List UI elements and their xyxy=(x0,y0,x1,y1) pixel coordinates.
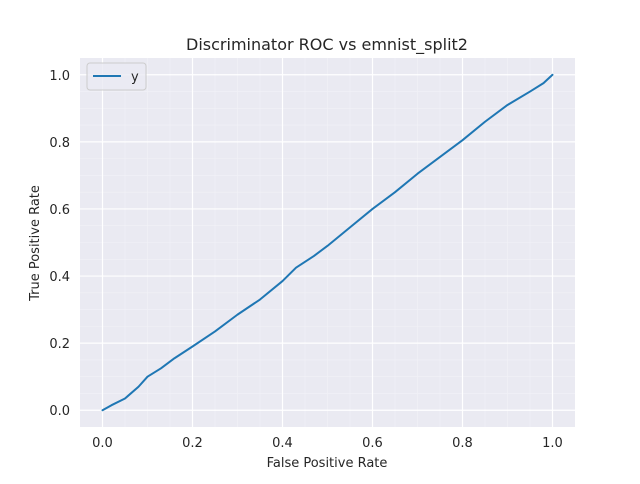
x-tick-label: 0.8 xyxy=(452,436,473,451)
x-axis-label: False Positive Rate xyxy=(267,456,388,471)
minor-grid xyxy=(80,58,575,427)
x-tick-label: 1.0 xyxy=(542,436,563,451)
x-tick-label: 0.6 xyxy=(362,436,383,451)
y-axis-ticks: 0.0 0.2 0.4 0.6 0.8 1.0 xyxy=(49,69,70,419)
y-tick-label: 0.0 xyxy=(49,404,70,419)
y-tick-label: 1.0 xyxy=(49,69,70,84)
series-layer xyxy=(101,73,554,412)
legend-label-y: y xyxy=(131,70,139,85)
y-axis-label: True Positive Rate xyxy=(28,185,43,302)
chart-title: Discriminator ROC vs emnist_split2 xyxy=(186,35,468,55)
major-grid xyxy=(80,58,575,427)
x-tick-label: 0.2 xyxy=(182,436,203,451)
series-line-y xyxy=(101,73,554,412)
legend: y xyxy=(86,62,147,91)
y-tick-label: 0.6 xyxy=(49,203,70,218)
x-tick-label: 0.0 xyxy=(92,436,113,451)
y-tick-label: 0.2 xyxy=(49,337,70,352)
x-axis-ticks: 0.0 0.2 0.4 0.6 0.8 1.0 xyxy=(92,436,563,451)
y-tick-label: 0.8 xyxy=(49,136,70,151)
y-tick-label: 0.4 xyxy=(49,270,70,285)
x-tick-label: 0.4 xyxy=(272,436,293,451)
